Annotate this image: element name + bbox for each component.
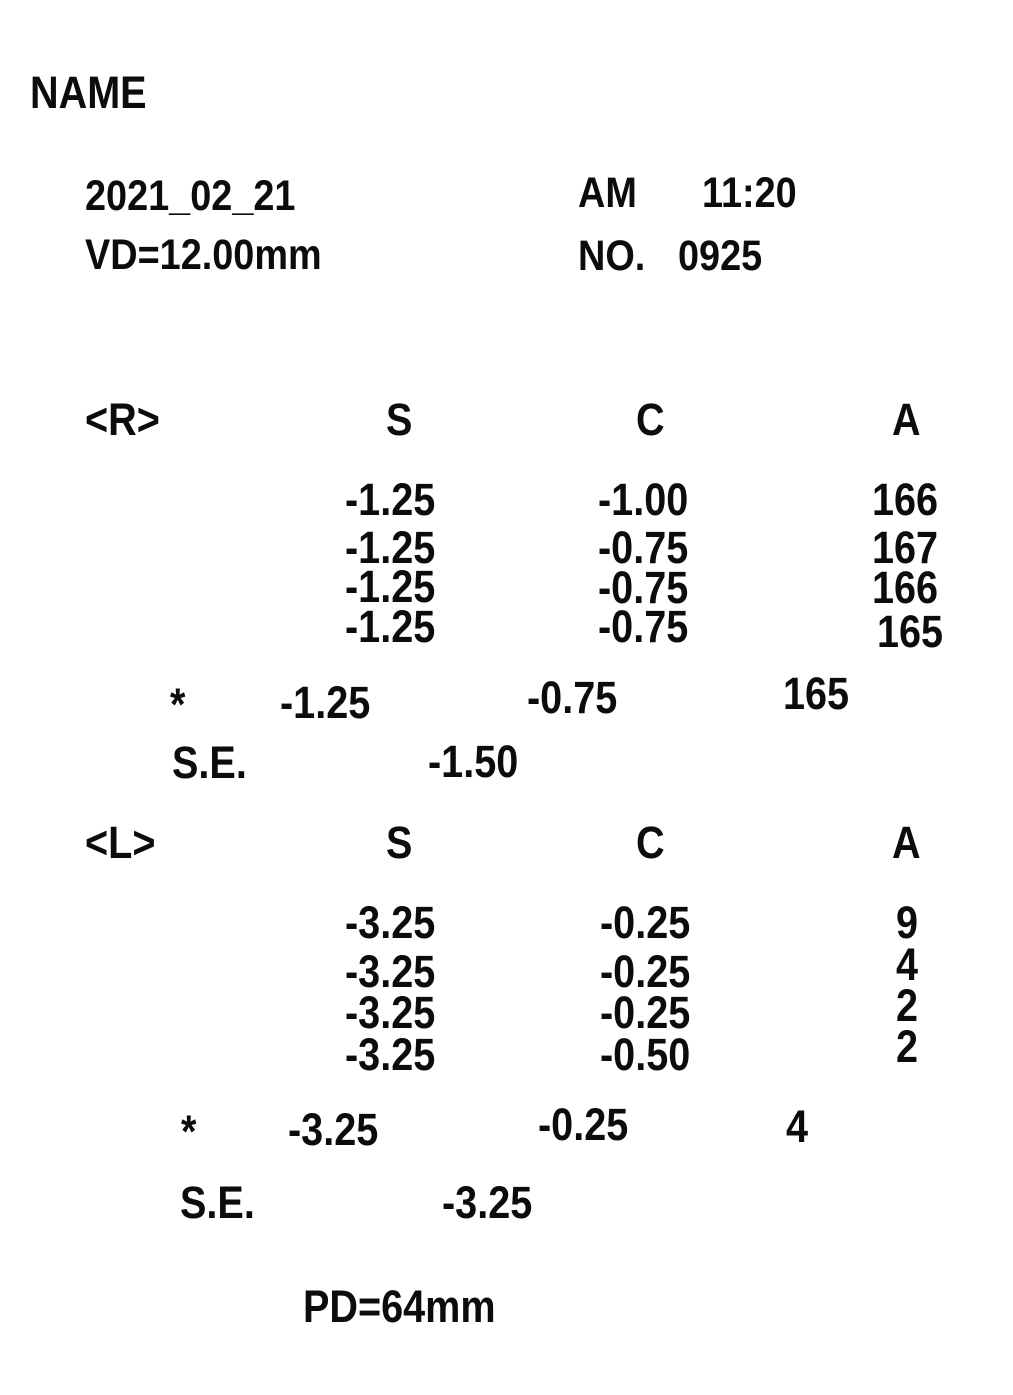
exam-number-value: 0925 — [678, 232, 763, 280]
cylinder-value: -1.00 — [598, 474, 689, 525]
exam-time: 11:20 — [702, 169, 797, 217]
se-label: S.E. — [180, 1177, 255, 1228]
column-header-s: S — [386, 394, 413, 445]
se-label: S.E. — [172, 737, 247, 788]
axis-value: 167 — [872, 522, 939, 573]
sphere-value: -3.25 — [288, 1104, 379, 1155]
sphere-value: -1.25 — [345, 601, 436, 652]
axis-value: 9 — [896, 897, 919, 948]
sphere-value: -3.25 — [345, 946, 436, 997]
axis-value: 166 — [872, 562, 939, 613]
sphere-value: -1.25 — [280, 677, 371, 728]
cylinder-value: -0.25 — [538, 1099, 629, 1150]
vertex-distance-value: VD=12.00mm — [85, 231, 322, 279]
axis-value: 166 — [872, 474, 939, 525]
sphere-value: -1.25 — [345, 522, 436, 573]
cylinder-value: -0.75 — [598, 562, 689, 613]
axis-value: 165 — [783, 668, 850, 719]
column-header-c: C — [636, 394, 665, 445]
cylinder-value: -0.25 — [600, 897, 691, 948]
right-eye-label: <R> — [85, 394, 160, 445]
cylinder-value: -0.75 — [598, 601, 689, 652]
exam-number-label: NO. — [578, 232, 646, 280]
axis-value: 2 — [896, 980, 919, 1031]
sphere-value: -3.25 — [345, 897, 436, 948]
left-eye-label: <L> — [85, 817, 156, 868]
axis-value: 4 — [786, 1101, 809, 1152]
cylinder-value: -0.75 — [527, 672, 618, 723]
name-label: NAME — [30, 67, 147, 118]
axis-value: 2 — [896, 1021, 919, 1072]
column-header-a: A — [892, 817, 921, 868]
se-value: -3.25 — [442, 1177, 533, 1228]
column-header-c: C — [636, 817, 665, 868]
exam-date: 2021_02_21 — [85, 172, 296, 220]
axis-value: 165 — [877, 606, 944, 657]
sphere-value: -1.25 — [345, 474, 436, 525]
cylinder-value: -0.25 — [600, 987, 691, 1038]
sphere-value: -1.25 — [345, 561, 436, 612]
column-header-s: S — [386, 817, 413, 868]
cylinder-value: -0.75 — [598, 522, 689, 573]
axis-value: 4 — [896, 939, 919, 990]
asterisk-marker: * — [181, 1106, 197, 1157]
asterisk-marker: * — [170, 679, 186, 730]
se-value: -1.50 — [428, 736, 519, 787]
cylinder-value: -0.50 — [600, 1029, 691, 1080]
sphere-value: -3.25 — [345, 987, 436, 1038]
sphere-value: -3.25 — [345, 1029, 436, 1080]
column-header-a: A — [892, 394, 921, 445]
meridiem-label: AM — [578, 169, 637, 217]
pupillary-distance-value: PD=64mm — [303, 1281, 496, 1332]
cylinder-value: -0.25 — [600, 946, 691, 997]
